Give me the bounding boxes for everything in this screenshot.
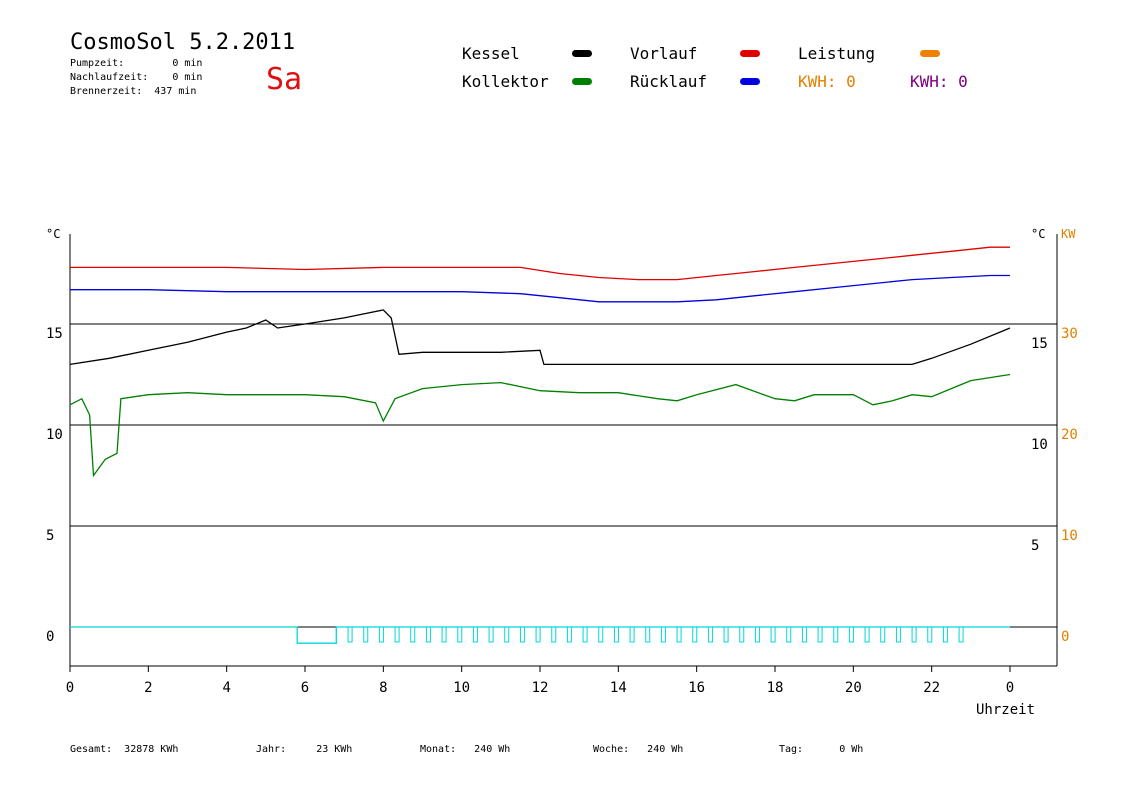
y-left-tick-label: 10 xyxy=(46,427,63,443)
pump-pulse xyxy=(801,626,807,643)
nachlaufzeit: Nachlaufzeit: 0 min xyxy=(70,72,203,83)
pump-pulse xyxy=(707,626,713,643)
pump-pulse xyxy=(692,626,698,643)
pump-pulse xyxy=(880,626,886,643)
pump-pulse xyxy=(895,626,901,643)
pump-pulse xyxy=(535,626,541,643)
pump-pulse xyxy=(363,626,369,643)
x-tick-label: 20 xyxy=(845,680,862,696)
pump-pulse xyxy=(347,626,353,643)
legend-kessel-swatch xyxy=(572,50,592,57)
legend-kollektor: Kollektor xyxy=(462,72,549,91)
y-power-tick-label: 0 xyxy=(1061,629,1069,645)
x-tick-label: 8 xyxy=(379,680,387,696)
x-tick-label: 12 xyxy=(532,680,549,696)
y-power-tick-label: 10 xyxy=(1061,528,1078,544)
y-right-tick-label: 10 xyxy=(1031,437,1048,453)
legend-ruecklauf: Rücklauf xyxy=(630,72,708,91)
series-kollektor xyxy=(69,373,1011,478)
x-tick-label: 4 xyxy=(222,680,230,696)
y-power-unit: KW xyxy=(1061,227,1076,241)
legend-leistung-swatch xyxy=(920,50,940,57)
pump-pulse xyxy=(378,626,384,643)
x-tick-label: 0 xyxy=(66,680,74,696)
footer-tag: Tag: 0 Wh xyxy=(779,744,864,755)
x-axis-title: Uhrzeit xyxy=(976,702,1035,718)
y-power-tick-label: 30 xyxy=(1061,326,1078,342)
y-left-unit: °C xyxy=(46,227,60,241)
pump-pulse xyxy=(864,626,870,643)
pump-pulse xyxy=(410,626,416,643)
pump-pulse xyxy=(488,626,494,643)
kwh-secondary: KWH: 0 xyxy=(910,72,968,91)
pump-pulse xyxy=(723,626,729,643)
pump-pulse xyxy=(770,626,776,643)
pump-pulse xyxy=(504,626,510,643)
weekday-label: Sa xyxy=(266,62,303,97)
pump-pulse xyxy=(582,626,588,643)
pump-pulse xyxy=(786,626,792,643)
footer-gesamt: Gesamt: 32878 KWh xyxy=(70,744,179,755)
pump-pulse xyxy=(613,626,619,643)
footer-monat: Monat: 240 Wh xyxy=(420,744,511,755)
pump-pulse xyxy=(942,626,948,643)
x-tick-label: 22 xyxy=(923,680,940,696)
y-power-tick-label: 20 xyxy=(1061,427,1078,443)
pumpzeit: Pumpzeit: 0 min xyxy=(70,58,203,69)
x-tick-label: 6 xyxy=(301,680,309,696)
pump-pulse xyxy=(817,626,823,643)
series-kessel xyxy=(69,309,1011,366)
x-tick-label: 18 xyxy=(767,680,784,696)
pump-pulse xyxy=(629,626,635,643)
legend-leistung: Leistung xyxy=(798,44,876,63)
legend-kollektor-swatch xyxy=(572,78,592,85)
x-tick-label: 2 xyxy=(144,680,152,696)
pump-pulse xyxy=(425,626,431,643)
series-rcklauf xyxy=(70,274,1010,303)
y-left-tick-label: 15 xyxy=(46,326,63,342)
series-vorlauf xyxy=(70,246,1010,281)
footer-jahr: Jahr: 23 KWh xyxy=(256,744,353,755)
x-tick-label: 16 xyxy=(688,680,705,696)
legend-kessel: Kessel xyxy=(462,44,520,63)
pump-pulse xyxy=(958,626,964,643)
pump-pulse xyxy=(598,626,604,643)
brennerzeit: Brennerzeit: 437 min xyxy=(70,86,197,97)
pump-pulse xyxy=(645,626,651,643)
x-tick-label: 10 xyxy=(453,680,470,696)
footer-woche: Woche: 240 Wh xyxy=(593,744,684,755)
pump-pulse xyxy=(739,626,745,643)
pump-pulse xyxy=(551,626,557,643)
pump-pulse xyxy=(394,626,400,643)
pump-pulse xyxy=(833,626,839,643)
pump-pulse xyxy=(676,626,682,643)
x-tick-label: 0 xyxy=(1006,680,1014,696)
pump-pulse xyxy=(848,626,854,643)
pump-pulse xyxy=(754,626,760,643)
pump-pulse xyxy=(927,626,933,643)
pump-pulse xyxy=(911,626,917,643)
legend-vorlauf-swatch xyxy=(740,50,760,57)
pump-pulse xyxy=(472,626,478,643)
legend-ruecklauf-swatch xyxy=(740,78,760,85)
page-title: CosmoSol 5.2.2011 xyxy=(70,30,296,55)
pump-pulse xyxy=(519,626,525,643)
x-tick-label: 14 xyxy=(610,680,627,696)
pump-pulse xyxy=(660,626,666,643)
legend-vorlauf: Vorlauf xyxy=(630,44,698,63)
y-left-tick-label: 5 xyxy=(46,528,54,544)
y-right-unit: °C xyxy=(1031,227,1045,241)
y-right-tick-label: 5 xyxy=(1031,538,1039,554)
pump-pulse xyxy=(441,626,447,643)
y-left-tick-label: 0 xyxy=(46,629,54,645)
pump-pulse xyxy=(566,626,572,643)
y-right-tick-label: 15 xyxy=(1031,336,1048,352)
kwh-leistung: KWH: 0 xyxy=(798,72,856,91)
pump-pulse xyxy=(457,626,463,643)
